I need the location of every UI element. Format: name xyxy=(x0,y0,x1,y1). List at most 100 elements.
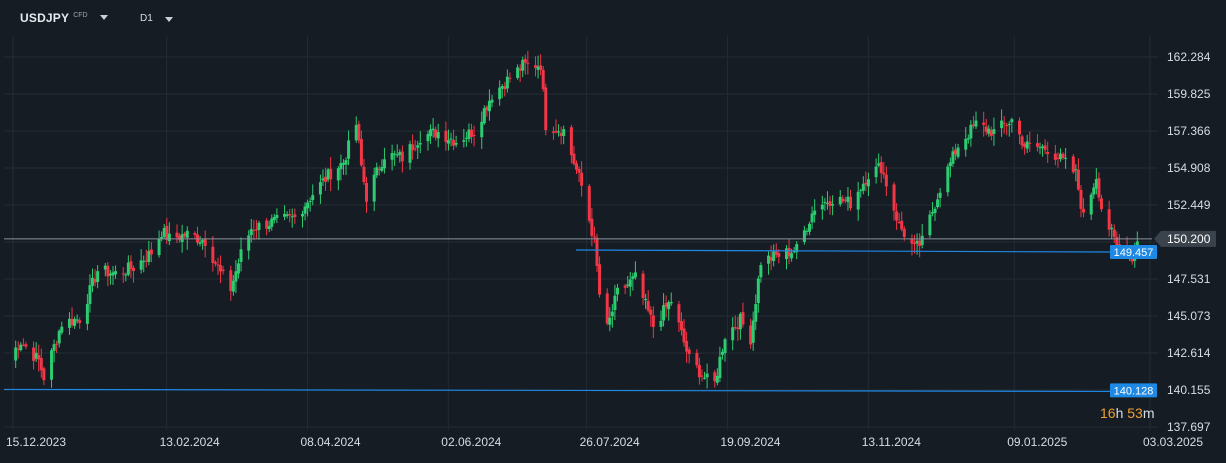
candle-body xyxy=(372,174,376,202)
candle-body xyxy=(946,166,950,193)
candle-body xyxy=(695,352,699,366)
candle-body xyxy=(559,133,563,137)
candle-body xyxy=(539,65,543,71)
candle-body xyxy=(669,302,673,304)
candle-body xyxy=(864,182,868,185)
candle-body xyxy=(472,134,476,136)
candle-body xyxy=(541,69,545,90)
candle-body xyxy=(874,166,878,178)
candle-body xyxy=(536,66,540,70)
candle-body xyxy=(1094,179,1098,189)
candle-body xyxy=(1000,120,1004,129)
candle-body xyxy=(516,67,520,78)
candle-body xyxy=(329,168,333,180)
candle-body xyxy=(738,313,742,330)
candle-body xyxy=(1020,136,1024,146)
candle-body xyxy=(42,368,46,381)
candle-body xyxy=(300,213,304,217)
candle-body xyxy=(749,325,753,345)
y-axis-tick-label: 137.697 xyxy=(1167,420,1211,434)
candle-body xyxy=(562,129,566,136)
candle-body xyxy=(272,216,276,221)
candle-body xyxy=(598,264,602,295)
candle-body xyxy=(1018,120,1022,135)
candle-body xyxy=(431,128,435,131)
candle-body xyxy=(1043,145,1047,150)
candle-body xyxy=(882,172,886,175)
candle-body xyxy=(1058,153,1062,160)
candle-body xyxy=(664,303,668,308)
y-axis-tick-label: 159.825 xyxy=(1167,87,1211,101)
level-price-tag[interactable] xyxy=(1110,383,1157,398)
candle-body xyxy=(306,202,310,209)
candle-body xyxy=(682,328,686,343)
level-price-tag[interactable] xyxy=(1110,245,1157,260)
symbol-selector[interactable]: USDJPY CFD xyxy=(20,11,108,25)
candle-body xyxy=(482,108,486,124)
candle-body xyxy=(254,229,258,231)
level-price-label: 149.457 xyxy=(1114,247,1154,259)
candle-body xyxy=(55,343,59,345)
candle-body xyxy=(413,148,417,150)
candle-body xyxy=(452,140,456,146)
candle-body xyxy=(631,276,635,279)
support-level-line[interactable] xyxy=(3,388,1111,393)
timeframe-selector[interactable]: D1 xyxy=(140,13,173,24)
support-level-line[interactable] xyxy=(575,249,1111,253)
y-axis-tick-label: 145.073 xyxy=(1167,309,1211,323)
candle-body xyxy=(60,326,64,333)
candle-body xyxy=(813,210,817,215)
candle-body xyxy=(966,138,970,140)
candle-body xyxy=(185,230,189,238)
candle-body xyxy=(114,271,118,275)
y-axis-tick-label: 152.449 xyxy=(1167,198,1211,212)
candle-body xyxy=(787,247,791,257)
candle-body xyxy=(201,240,205,243)
candle-body xyxy=(741,312,745,325)
candle-body xyxy=(311,195,315,201)
candle-body xyxy=(838,196,842,205)
candle-body xyxy=(623,285,627,288)
candle-body xyxy=(534,65,538,68)
candle-body xyxy=(354,125,358,141)
candle-body xyxy=(487,100,491,112)
candle-body xyxy=(910,238,914,244)
candle-body xyxy=(731,327,735,341)
candle-body xyxy=(454,142,458,145)
candle-body xyxy=(380,167,384,171)
candle-body xyxy=(590,218,594,236)
candle-body xyxy=(808,223,812,232)
candle-body xyxy=(375,167,379,176)
x-axis-tick-label: 02.06.2024 xyxy=(441,435,501,449)
candle-body xyxy=(34,352,38,359)
candle-body xyxy=(526,62,530,64)
candle-body xyxy=(918,240,922,246)
last-price-label: 150.200 xyxy=(1167,232,1211,246)
candle-body xyxy=(408,144,412,163)
candle-body xyxy=(142,261,146,263)
candle-body xyxy=(685,341,689,352)
y-axis-tick-label: 154.908 xyxy=(1167,161,1211,175)
candle-body xyxy=(103,265,107,270)
candle-body xyxy=(879,162,883,173)
candle-body xyxy=(523,58,527,63)
candle-body xyxy=(595,237,599,266)
candle-body xyxy=(505,76,509,89)
candle-countdown: 16h 53m xyxy=(1100,405,1155,421)
candle-body xyxy=(615,287,619,295)
candle-body xyxy=(859,190,863,192)
candle-body xyxy=(700,375,704,377)
candle-body xyxy=(861,183,865,191)
candle-body xyxy=(265,220,269,229)
candle-body xyxy=(336,168,340,181)
candle-body xyxy=(521,59,525,71)
candle-body xyxy=(231,280,235,292)
candle-body xyxy=(139,260,143,270)
candle-body xyxy=(283,214,287,217)
candle-body xyxy=(91,277,95,286)
candle-body xyxy=(733,326,737,328)
candle-body xyxy=(557,131,561,133)
countdown-part: h xyxy=(1116,405,1124,421)
candle-body xyxy=(810,213,814,223)
